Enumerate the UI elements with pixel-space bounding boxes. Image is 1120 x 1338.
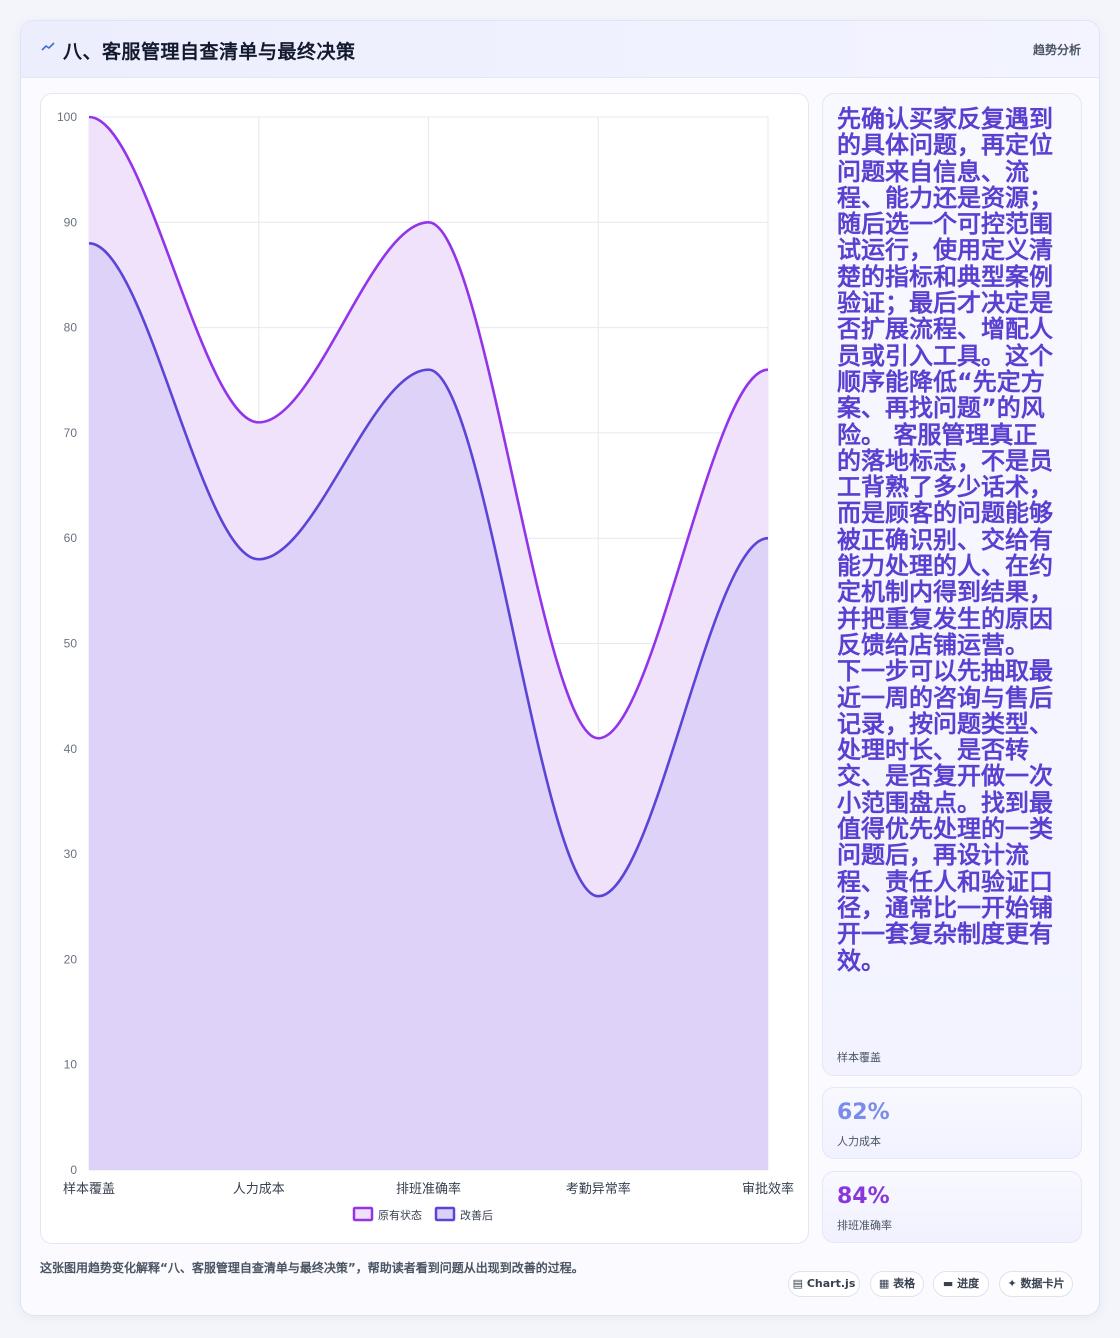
report-card: 八、客服管理自查清单与最终决策 趋势分析 0 10 20 30 40 50 60 70 80 90… [20, 20, 1100, 1316]
y-tick-label: 0 [70, 1163, 77, 1177]
stat-value: 84% [837, 1184, 890, 1209]
x-tick-label: 样本覆盖 [63, 1181, 115, 1196]
legend-label: 原有状态 [378, 1208, 422, 1222]
y-tick-label: 40 [64, 742, 78, 756]
y-tick-label: 70 [64, 426, 78, 440]
y-tick-label: 80 [64, 321, 78, 335]
x-tick-label: 考勤异常率 [566, 1181, 631, 1196]
card-header: 八、客服管理自查清单与最终决策 趋势分析 [21, 21, 1099, 78]
trend-icon [41, 42, 55, 51]
legend-swatch [352, 1206, 374, 1222]
y-tick-label: 30 [64, 847, 78, 861]
series-line [88, 115, 769, 740]
stat-label: 排班准确率 [837, 1219, 892, 1232]
y-tick-label: 10 [64, 1058, 78, 1072]
chart-panel: 0 10 20 30 40 50 60 70 80 90 100 样本覆盖 人力成本 排班准确率 考勤异常率… [40, 93, 809, 1244]
legend-swatch [434, 1206, 456, 1222]
y-tick-label: 100 [57, 110, 77, 124]
y-tick-label: 90 [64, 215, 78, 229]
insight-text: 先确认买家反复遇到的具体问题，再定位问题来自信息、流程、能力还是资源；随后选一个… [837, 105, 1053, 975]
chip-data-card[interactable]: ✦ 数据卡片 [999, 1271, 1073, 1297]
chip-chartjs[interactable]: ▤ Chart.js [788, 1271, 860, 1297]
insight-panel: 先确认买家反复遇到的具体问题，再定位问题来自信息、流程、能力还是资源；随后选一个… [822, 93, 1082, 1076]
chip-label: Chart.js [806, 1277, 856, 1290]
x-tick-label: 人力成本 [233, 1181, 285, 1196]
y-tick-label: 20 [64, 952, 78, 966]
header-tag: 趋势分析 [1032, 43, 1081, 57]
page-title: 八、客服管理自查清单与最终决策 [63, 41, 356, 63]
insight-caption: 样本覆盖 [837, 1051, 881, 1064]
chip-label: 表格 [893, 1277, 916, 1290]
chip-label: 进度 [957, 1277, 980, 1290]
y-tick-label: 60 [64, 531, 78, 545]
series-area [89, 243, 768, 1171]
chip-table[interactable]: ▦ 表格 [870, 1271, 924, 1297]
area-chart: 0 10 20 30 40 50 60 70 80 90 100 样本覆盖 人力成本 排班准确率 考勤异常率… [57, 110, 794, 1222]
stat-card-labor-cost: 62% 人力成本 [822, 1087, 1082, 1159]
x-tick-label: 排班准确率 [396, 1181, 461, 1196]
chip-progress[interactable]: ▬ 进度 [933, 1271, 989, 1297]
legend-label: 改善后 [460, 1208, 493, 1222]
series-line [88, 242, 769, 898]
x-tick-label: 审批效率 [742, 1181, 794, 1196]
stat-card-scheduling-accuracy: 84% 排班准确率 [822, 1171, 1082, 1243]
stat-value: 62% [837, 1100, 890, 1125]
chip-label: 数据卡片 [1020, 1277, 1065, 1290]
stat-label: 人力成本 [837, 1135, 881, 1148]
y-tick-label: 50 [64, 637, 78, 651]
footer-note: 这张图用趋势变化解释“八、客服管理自查清单与最终决策”，帮助读者看到问题从出现到… [40, 1261, 584, 1275]
